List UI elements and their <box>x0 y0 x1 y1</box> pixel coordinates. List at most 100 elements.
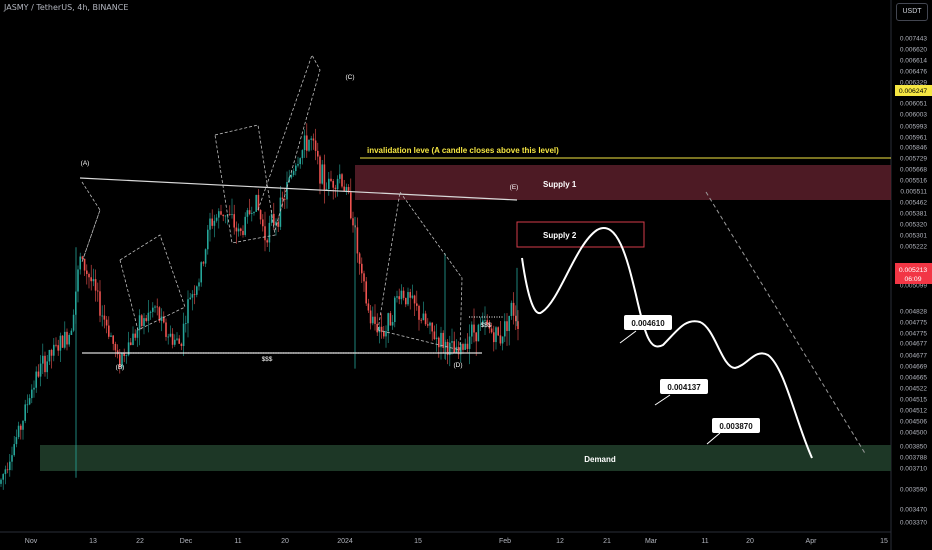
price-tick-label: 0.006003 <box>900 112 927 119</box>
supply-1-zone <box>355 165 891 200</box>
candle-body <box>319 156 321 184</box>
price-tick-label: 0.006329 <box>900 80 927 87</box>
candle-body <box>407 292 409 305</box>
candle-body <box>427 324 429 326</box>
candle-body <box>237 228 240 232</box>
price-tick-label: 0.005668 <box>900 167 927 174</box>
candle-body <box>213 220 216 226</box>
target-label-3: 0.003870 <box>712 418 760 433</box>
candle-body <box>147 312 150 321</box>
candle-body <box>83 258 86 271</box>
candle-body <box>174 339 176 345</box>
candle-body <box>0 479 2 484</box>
candle-body <box>48 349 51 362</box>
candle-body <box>37 371 40 377</box>
candle-body <box>501 336 504 344</box>
time-tick-label: 13 <box>89 538 97 545</box>
candle-body <box>259 210 262 220</box>
candle-body <box>284 198 286 200</box>
current-price-tag: 0.005213 06:09 <box>895 263 932 284</box>
candle-body <box>134 333 136 338</box>
dashed-projection-line <box>705 191 867 456</box>
candle-body <box>266 240 268 243</box>
price-tick-label: 0.003470 <box>900 507 927 514</box>
candle-body <box>15 437 18 445</box>
candle-body <box>471 324 473 337</box>
candle-body <box>130 342 132 346</box>
demand-zone <box>40 445 891 471</box>
candles <box>0 123 519 490</box>
candle-body <box>301 150 304 159</box>
candle-body <box>264 226 266 241</box>
candle-body <box>367 303 370 311</box>
time-tick-label: Nov <box>25 538 38 545</box>
candle-body <box>143 318 145 327</box>
candle-body <box>323 164 326 190</box>
supply-1-label: Supply 1 <box>543 180 577 189</box>
candle-body <box>413 295 416 304</box>
candle-body <box>61 335 64 348</box>
candle-body <box>178 338 180 344</box>
price-tick-label: 0.004522 <box>900 386 927 393</box>
candle-body <box>336 178 339 190</box>
candle-body <box>211 218 213 226</box>
wave-label-c: (C) <box>345 74 354 81</box>
candle-body <box>152 307 154 312</box>
symbol-title: JASMY / TetherUS, 4h, BINANCE <box>4 3 129 12</box>
candle-body <box>332 180 334 188</box>
candle-body <box>380 326 383 332</box>
wave-dashed-structures <box>81 54 463 351</box>
candle-body <box>446 341 449 355</box>
candle-body <box>330 178 332 181</box>
candle-body <box>281 197 284 199</box>
candle-body <box>46 361 48 373</box>
candle-body <box>248 210 251 214</box>
price-tick-label: 0.004775 <box>900 320 927 327</box>
target-pointer-2 <box>654 394 671 406</box>
candle-body <box>136 330 139 338</box>
candle-body <box>26 404 29 406</box>
candle-body <box>198 282 200 287</box>
price-tick-label: 0.005381 <box>900 211 927 218</box>
price-tick-label: 0.004677 <box>900 353 927 360</box>
candle-body <box>99 291 101 316</box>
target-label-1: 0.004610 <box>624 315 672 330</box>
candle-body <box>506 321 508 332</box>
candle-body <box>112 335 114 344</box>
candle-body <box>299 158 301 165</box>
price-tick-label: 0.005222 <box>900 244 927 251</box>
price-tick-label: 0.005729 <box>900 156 927 163</box>
candle-body <box>398 296 400 300</box>
candle-body <box>35 371 37 388</box>
candle-body <box>352 218 354 226</box>
price-tick-label: 0.004500 <box>900 430 927 437</box>
price-tick-label: 0.006620 <box>900 47 927 54</box>
candle-body <box>242 230 244 235</box>
candle-body <box>116 350 119 355</box>
candle-body <box>303 135 306 151</box>
candle-body <box>453 341 455 353</box>
candle-body <box>123 353 125 356</box>
candle-body <box>444 341 447 348</box>
time-tick-label: 11 <box>234 538 241 545</box>
candle-body <box>207 229 209 250</box>
price-tick-label: 0.005099 <box>900 283 927 290</box>
candle-body <box>328 178 330 189</box>
candle-body <box>396 296 398 298</box>
candle-body <box>350 192 352 219</box>
candle-body <box>86 270 88 274</box>
candle-body <box>365 281 367 304</box>
price-tick-label: 0.003850 <box>900 444 927 451</box>
candle-body <box>387 313 389 332</box>
candle-body <box>473 324 475 333</box>
currency-unit-button[interactable]: USDT <box>896 3 928 21</box>
candle-body <box>110 335 112 337</box>
candle-body <box>422 313 425 321</box>
demand-label: Demand <box>584 455 616 464</box>
price-tick-label: 0.005511 <box>900 189 927 196</box>
candle-body <box>105 319 108 326</box>
candle-body <box>167 336 169 338</box>
candle-body <box>512 302 515 316</box>
candle-body <box>418 305 420 320</box>
